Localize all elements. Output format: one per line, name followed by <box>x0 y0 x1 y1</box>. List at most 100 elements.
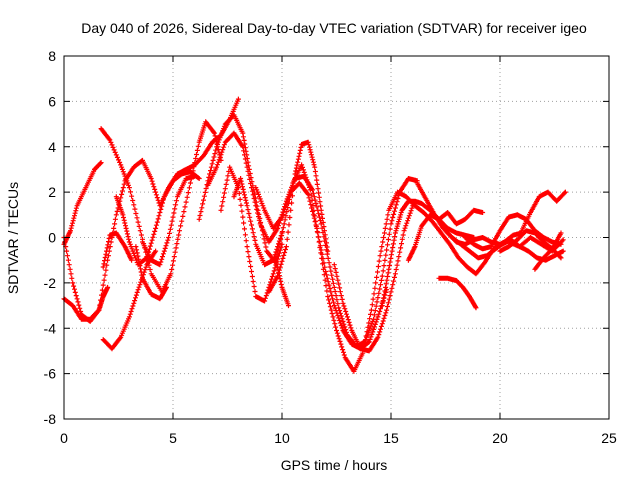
data-point <box>202 154 205 157</box>
y-tick-label: 4 <box>48 139 56 155</box>
series-track-23 <box>462 212 564 252</box>
data-point <box>440 232 443 234</box>
data-point <box>128 316 131 318</box>
data-point <box>481 211 484 214</box>
data-point <box>527 250 530 253</box>
data-point <box>529 211 532 214</box>
series-track-9 <box>140 173 198 268</box>
data-point <box>455 232 458 234</box>
data-point <box>542 241 545 243</box>
data-point <box>176 195 179 198</box>
x-tick-label: 15 <box>383 430 399 446</box>
data-point <box>477 257 480 259</box>
series-track-16 <box>273 255 291 309</box>
data-point <box>206 184 209 187</box>
data-point <box>108 139 111 141</box>
data-point <box>553 254 556 257</box>
data-point <box>265 250 268 253</box>
data-point <box>368 350 371 352</box>
data-point <box>100 127 102 130</box>
data-point <box>263 300 266 302</box>
data-point <box>464 236 467 239</box>
data-point <box>448 243 451 246</box>
series-track-27 <box>506 235 566 254</box>
series-track-12 <box>218 164 285 304</box>
x-tick-label: 25 <box>601 430 617 446</box>
data-point <box>139 229 142 232</box>
data-point <box>431 220 434 223</box>
data-point <box>128 241 131 243</box>
data-point <box>224 123 227 125</box>
data-point <box>178 229 181 232</box>
data-point <box>516 238 519 241</box>
data-point <box>429 213 432 216</box>
data-point <box>141 277 144 280</box>
data-point <box>298 182 301 184</box>
data-point <box>368 340 371 343</box>
data-point <box>102 295 105 298</box>
data-point <box>294 173 296 175</box>
data-point <box>169 272 172 275</box>
data-point <box>119 336 122 339</box>
data-point <box>320 222 323 225</box>
data-point <box>268 241 270 243</box>
data-point <box>259 222 262 225</box>
axis-ticks: 0 5 10 15 20 25 -8 -6 -4 -2 0 2 4 6 8 <box>44 48 617 446</box>
data-point <box>307 193 310 196</box>
data-point <box>287 304 290 307</box>
data-point <box>213 132 216 135</box>
data-point <box>283 222 286 225</box>
data-point <box>150 293 153 296</box>
series-track-17 <box>331 203 416 354</box>
data-point <box>446 211 449 214</box>
data-point <box>394 232 397 234</box>
data-point <box>272 227 275 230</box>
data-point <box>333 263 336 266</box>
data-point <box>459 243 462 246</box>
data-point <box>377 316 379 318</box>
data-point <box>185 177 187 180</box>
data-point <box>281 232 283 234</box>
data-point <box>281 286 283 289</box>
data-point <box>89 318 92 321</box>
data-point <box>71 304 74 307</box>
data-point <box>446 277 449 280</box>
data-point <box>329 266 331 268</box>
data-point <box>520 229 523 232</box>
data-point <box>342 329 344 332</box>
data-point <box>189 182 192 184</box>
data-point <box>414 245 416 248</box>
data-point <box>228 166 231 169</box>
data-point <box>135 245 137 248</box>
data-point <box>462 286 464 289</box>
data-point <box>466 266 469 268</box>
data-point <box>254 186 257 189</box>
data-point <box>422 211 425 214</box>
series-track-4 <box>98 119 224 295</box>
data-point <box>381 304 384 307</box>
data-markers <box>61 96 568 374</box>
data-point <box>326 250 329 253</box>
data-point <box>145 257 148 259</box>
data-point <box>333 304 336 307</box>
data-point <box>224 141 227 144</box>
data-point <box>398 191 401 194</box>
data-point <box>529 236 532 239</box>
data-point <box>163 195 166 198</box>
data-point <box>165 286 168 289</box>
data-point <box>324 270 327 273</box>
data-point <box>289 191 292 194</box>
data-point <box>71 281 74 284</box>
data-point <box>361 352 364 355</box>
y-tick-label: 8 <box>48 48 56 64</box>
data-point <box>377 336 379 339</box>
data-point <box>468 250 471 253</box>
data-point <box>486 254 488 257</box>
data-point <box>106 259 109 262</box>
data-point <box>475 272 477 275</box>
data-point <box>420 225 423 228</box>
data-point <box>97 309 100 311</box>
data-point <box>198 177 201 180</box>
y-tick-label: 0 <box>48 230 56 246</box>
data-point <box>335 329 338 332</box>
